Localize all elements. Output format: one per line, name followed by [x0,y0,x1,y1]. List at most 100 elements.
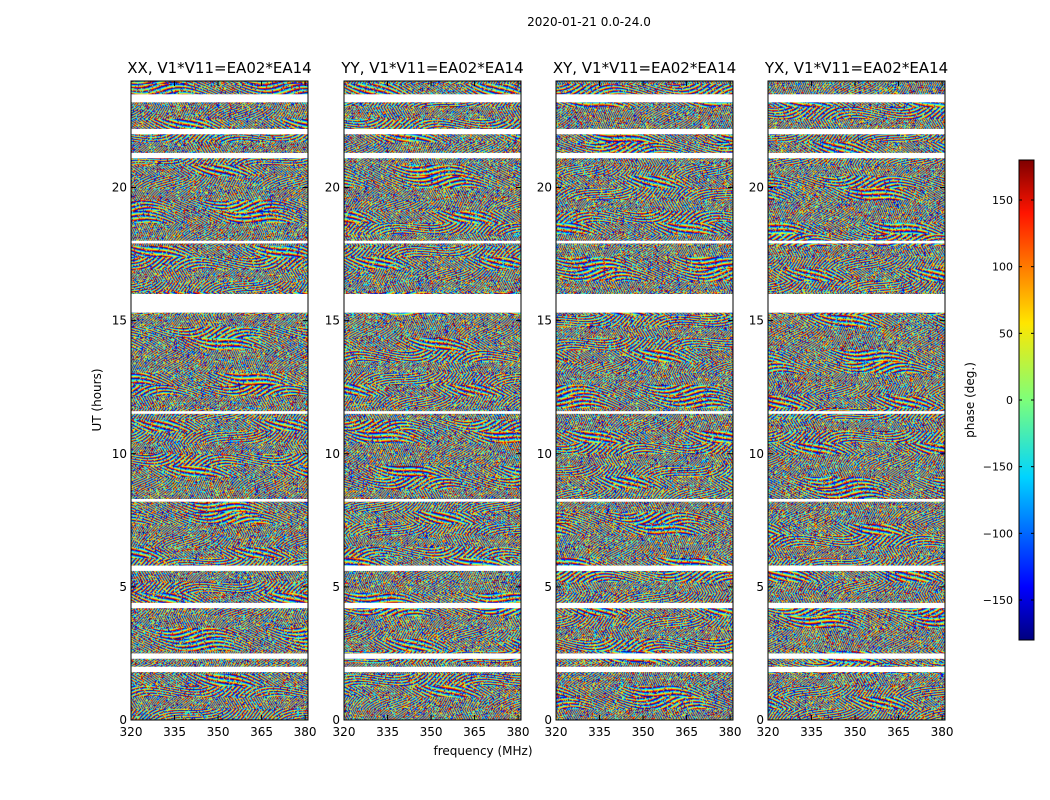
flagged-gap [768,240,945,244]
flagged-gap [556,499,733,502]
y-tick-label: 5 [332,580,340,594]
x-tick-label: 320 [120,725,143,739]
colorbar-tick-label: 100 [992,261,1013,274]
flagged-gap [556,666,733,673]
y-tick-label: 15 [749,314,764,328]
y-tick-label: 0 [756,713,764,727]
x-tick-label: 365 [887,725,910,739]
phase-waterfall-image [131,81,308,720]
y-tick-label: 0 [332,713,340,727]
flagged-gap [131,565,308,571]
x-tick-label: 365 [463,725,486,739]
flagged-gap [344,411,521,414]
panel-yx: YX, V1*V11=EA02*EA14 320 335 350 365 380 0 5 10 1… [749,59,954,739]
colorbar-tick-label: 0 [1006,394,1013,407]
phase-waterfall-image [556,81,733,720]
x-tick-label: 380 [507,725,530,739]
panel-title: XX, V1*V11=EA02*EA14 [127,59,311,77]
panel-title: YX, V1*V11=EA02*EA14 [764,59,948,77]
x-tick-label: 320 [333,725,356,739]
y-tick-label: 20 [537,181,552,195]
x-tick-label: 350 [844,725,867,739]
flagged-gap [344,666,521,673]
flagged-gap [344,602,521,609]
y-tick-label: 15 [112,314,127,328]
phase-waterfall-image [344,81,521,720]
flagged-gap [768,499,945,502]
flagged-gap [768,128,945,135]
x-tick-label: 335 [376,725,399,739]
flagged-gap [768,602,945,609]
flagged-gap [344,128,521,135]
phase-waterfall-image [768,81,945,720]
y-tick-label: 15 [325,314,340,328]
colorbar-tick-label: −100 [983,527,1013,540]
flagged-gap [131,152,308,159]
y-tick-label: 5 [119,580,127,594]
flagged-gap [131,240,308,244]
flagged-gap [131,411,308,414]
y-tick-label: 10 [325,447,340,461]
flagged-gap [131,294,308,313]
flagged-gap [344,294,521,313]
colorbar-tick-label: −150 [983,461,1013,474]
panel-frame [343,80,522,721]
y-tick-label: 10 [112,447,127,461]
x-tick-label: 320 [757,725,780,739]
flagged-gap [344,94,521,103]
flagged-gap [344,565,521,571]
x-tick-label: 380 [931,725,954,739]
flagged-gap [131,602,308,609]
y-tick-label: 0 [119,713,127,727]
x-tick-label: 320 [545,725,568,739]
flagged-gap [131,499,308,502]
flagged-gap [556,94,733,103]
panel-frame [130,80,309,721]
panels-group: XX, V1*V11=EA02*EA14 320 335 350 365 380 0 5 10 1… [112,59,954,739]
flagged-gap [344,240,521,244]
x-tick-label: 335 [800,725,823,739]
flagged-gap [556,128,733,135]
x-tick-label: 365 [675,725,698,739]
flagged-gap [768,294,945,313]
flagged-gap [556,653,733,659]
flagged-gap [556,240,733,244]
flagged-gap [768,94,945,103]
flagged-gap [556,565,733,571]
x-tick-label: 365 [250,725,273,739]
y-tick-label: 0 [544,713,552,727]
flagged-gap [556,602,733,609]
flagged-gap [556,294,733,313]
colorbar: 150 100 50 0 −150 −100 −150 phase (deg.) [963,159,1035,641]
y-tick-label: 20 [112,181,127,195]
colorbar-tick-label: 150 [992,194,1013,207]
panel-xy: XY, V1*V11=EA02*EA14 320 335 350 365 380 0 5 10 1… [537,59,742,739]
colorbar-ticks: 150 100 50 0 −150 −100 −150 [983,194,1034,607]
flagged-gap [131,128,308,135]
flagged-gap [344,653,521,659]
y-tick-label: 20 [749,181,764,195]
colorbar-tick-label: 50 [999,327,1013,340]
x-tick-label: 350 [207,725,230,739]
flagged-gap [131,666,308,673]
panel-frame [767,80,946,721]
panel-xx: XX, V1*V11=EA02*EA14 320 335 350 365 380 0 5 10 1… [112,59,317,739]
x-tick-label: 380 [294,725,317,739]
flagged-gap [131,653,308,659]
panel-frame [555,80,734,721]
y-tick-label: 5 [756,580,764,594]
y-tick-label: 10 [537,447,552,461]
flagged-gap [344,152,521,159]
y-tick-label: 20 [325,181,340,195]
flagged-gap [344,499,521,502]
figure-suptitle: 2020-01-21 0.0-24.0 [527,15,651,29]
y-tick-label: 10 [749,447,764,461]
flagged-gap [768,653,945,659]
x-tick-label: 335 [163,725,186,739]
flagged-gap [768,152,945,159]
y-tick-label: 15 [537,314,552,328]
panel-title: XY, V1*V11=EA02*EA14 [553,59,736,77]
flagged-gap [131,94,308,103]
y-axis-label: UT (hours) [90,368,104,431]
